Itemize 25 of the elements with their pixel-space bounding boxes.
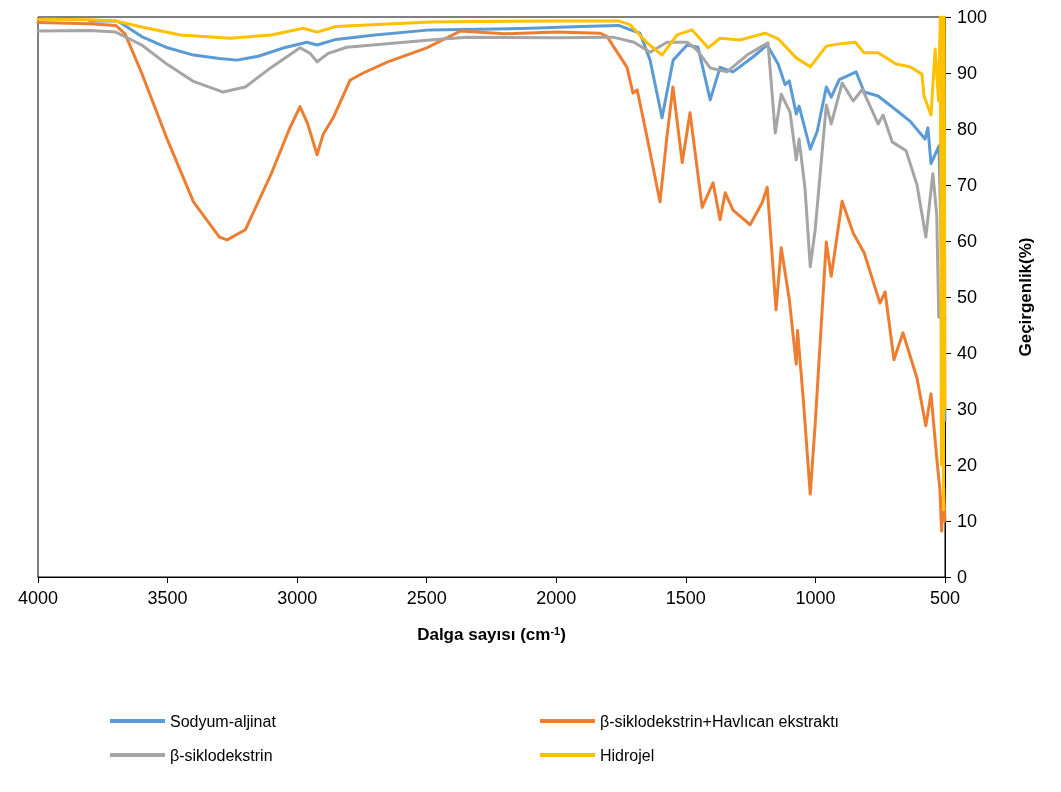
y-tick-label: 80 [957, 119, 978, 139]
y-axis-title: Geçirgenlik(%) [1016, 237, 1035, 357]
y-tick-label: 10 [957, 511, 978, 531]
legend-label: β-siklodekstrin+Havlıcan ekstraktı [600, 712, 840, 730]
legend-label: Sodyum-aljinat [170, 712, 277, 730]
y-tick-label: 50 [957, 287, 978, 307]
y-tick-label: 20 [957, 455, 978, 475]
y-tick-label: 30 [957, 399, 978, 419]
y-tick-label: 70 [957, 175, 978, 195]
y-tick-label: 100 [957, 7, 988, 27]
x-tick-label: 4000 [17, 588, 59, 608]
legend-label: β-siklodekstrin [170, 746, 273, 764]
y-tick-label: 60 [957, 231, 978, 251]
x-tick-label: 3500 [147, 588, 188, 608]
x-tick-label: 500 [929, 588, 961, 608]
y-tick-label: 90 [957, 63, 978, 83]
y-tick-label: 40 [957, 343, 978, 363]
x-tick-label: 1000 [795, 588, 836, 608]
x-tick-label: 2500 [406, 588, 447, 608]
y-tick-label: 0 [957, 567, 968, 587]
legend-label: Hidrojel [600, 746, 655, 764]
x-tick-label: 2000 [536, 588, 577, 608]
x-tick-label: 1500 [665, 588, 706, 608]
x-tick-label: 3000 [277, 588, 318, 608]
line-series [36, 28, 947, 321]
